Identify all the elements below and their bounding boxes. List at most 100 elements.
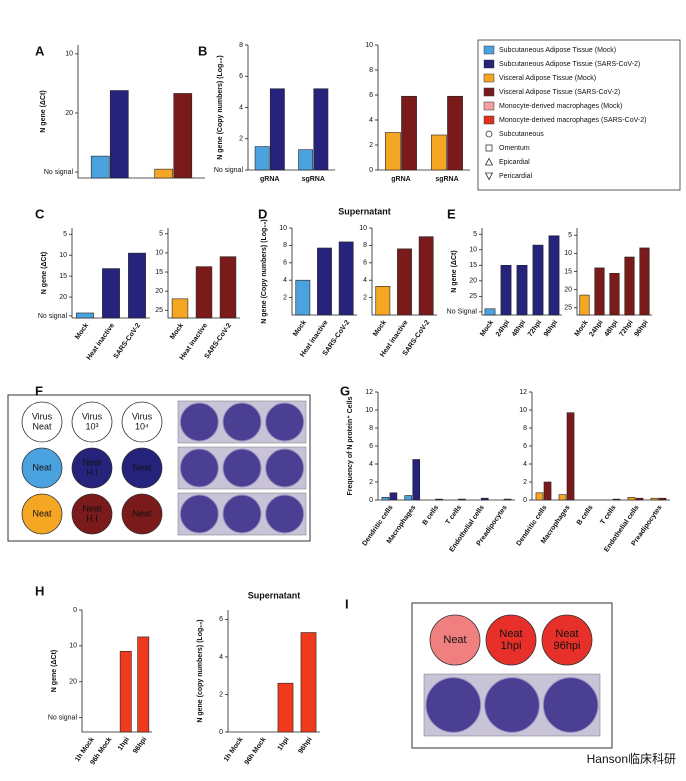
well-circle — [121, 401, 163, 443]
y-tick-label: 15 — [155, 269, 163, 276]
x-tick-label: B cells — [576, 504, 595, 527]
well-circle — [21, 447, 63, 489]
y-axis-label: Frequency of N protein⁺ Cells — [347, 396, 354, 495]
legend-label: Monocyte-derived macrophages (Mock) — [499, 103, 622, 110]
legend-swatch — [483, 73, 495, 83]
y-tick-label: 12 — [519, 389, 527, 396]
bar — [171, 298, 189, 319]
well-label: 96hpi — [554, 640, 581, 652]
legend-swatch — [483, 87, 495, 97]
well-label: H.I — [86, 513, 98, 523]
x-tick-label: 96hpi — [633, 319, 649, 338]
y-tick-label: 10 — [359, 225, 367, 232]
legend-swatch — [483, 115, 495, 125]
y-tick-label: 10 — [519, 407, 527, 414]
y-tick-label: 2 — [239, 136, 243, 143]
panel-letter: E — [447, 206, 456, 221]
y-tick-label: 8 — [369, 425, 373, 432]
y-tick-label: No signal — [214, 167, 244, 174]
well-circle — [21, 401, 63, 443]
y-tick-label: 8 — [363, 242, 367, 249]
y-tick-label: 25 — [155, 307, 163, 314]
well — [222, 448, 262, 488]
bar — [503, 498, 512, 501]
x-tick-label: sgRNA — [302, 176, 325, 183]
bar — [338, 241, 354, 316]
bar — [558, 494, 567, 501]
well-label: Neat — [443, 634, 466, 646]
legend-marker — [484, 172, 494, 181]
well-label: Virus — [132, 411, 153, 421]
x-tick-label: 24hpi — [588, 319, 604, 338]
bar — [418, 236, 434, 316]
well-circle — [485, 614, 537, 666]
bar — [484, 308, 496, 316]
legend-label: Monocyte-derived macrophages (SARS-CoV-2… — [499, 117, 646, 124]
y-tick-label: 2 — [523, 479, 527, 486]
bar — [277, 682, 294, 733]
well-label: Neat — [555, 628, 578, 640]
y-tick-label: 2 — [219, 691, 223, 698]
legend-label: Visceral Adipose Tissue (Mock) — [499, 75, 596, 82]
bar — [254, 146, 270, 171]
well — [179, 448, 219, 488]
x-tick-label: Mock — [372, 319, 388, 338]
bar — [624, 256, 635, 316]
well-circle — [121, 493, 163, 535]
bar — [500, 264, 512, 316]
well-circle — [71, 401, 113, 443]
bar — [381, 496, 390, 501]
bar — [119, 650, 132, 733]
x-tick-label: 96hpi — [132, 736, 148, 755]
x-tick-label: Mock — [74, 322, 90, 341]
bar — [480, 497, 489, 501]
bar — [102, 268, 120, 319]
bar — [109, 90, 129, 179]
bar — [389, 492, 398, 501]
bar — [313, 88, 329, 171]
bar — [635, 497, 644, 501]
y-tick-label: 15 — [564, 268, 572, 275]
bar — [375, 285, 391, 316]
legend-label: Subcutaneous Adipose Tissue (SARS-CoV-2) — [499, 61, 640, 68]
chart-title: Supernatant — [248, 590, 301, 600]
bar — [154, 168, 174, 179]
well — [265, 402, 305, 442]
y-tick-label: 20 — [59, 294, 67, 301]
y-tick-label: 10 — [365, 42, 373, 49]
y-tick-label: 12 — [365, 389, 373, 396]
x-tick-label: 96hpi — [543, 319, 559, 338]
well-circle — [71, 447, 113, 489]
x-tick-label: Heat inactive — [86, 322, 117, 361]
y-tick-label: No signal — [48, 714, 78, 721]
legend-marker — [485, 144, 493, 152]
bar — [627, 496, 636, 501]
well-label: 10⁴ — [135, 421, 149, 431]
bar — [317, 247, 332, 316]
bar — [609, 273, 620, 316]
x-tick-label: 72hpi — [618, 319, 634, 338]
y-tick-label: 5 — [63, 231, 67, 238]
bar — [435, 498, 443, 501]
y-axis-label: N gene (ΔCt) — [51, 650, 58, 692]
legend-label: Omentum — [499, 145, 530, 152]
y-tick-label: 6 — [523, 443, 527, 450]
x-tick-label: gRNA — [391, 176, 410, 183]
y-tick-label: 8 — [283, 242, 287, 249]
y-tick-label: 25 — [469, 293, 477, 300]
watermark: Hanson临床科研 — [587, 752, 676, 766]
axis — [167, 228, 240, 319]
y-tick-label: 5 — [568, 232, 572, 239]
y-tick-label: 4 — [363, 277, 367, 284]
x-tick-label: T cells — [599, 504, 617, 526]
well-label: 10³ — [85, 421, 98, 431]
well — [425, 677, 482, 733]
y-tick-label: 8 — [369, 67, 373, 74]
y-tick-label: 10 — [365, 407, 373, 414]
y-tick-label: 10 — [469, 247, 477, 254]
y-tick-label: 10 — [564, 250, 572, 257]
y-tick-label: 0 — [369, 497, 373, 504]
axis — [291, 228, 357, 316]
legend-label: Epicardial — [499, 159, 530, 166]
legend-marker — [484, 157, 494, 166]
